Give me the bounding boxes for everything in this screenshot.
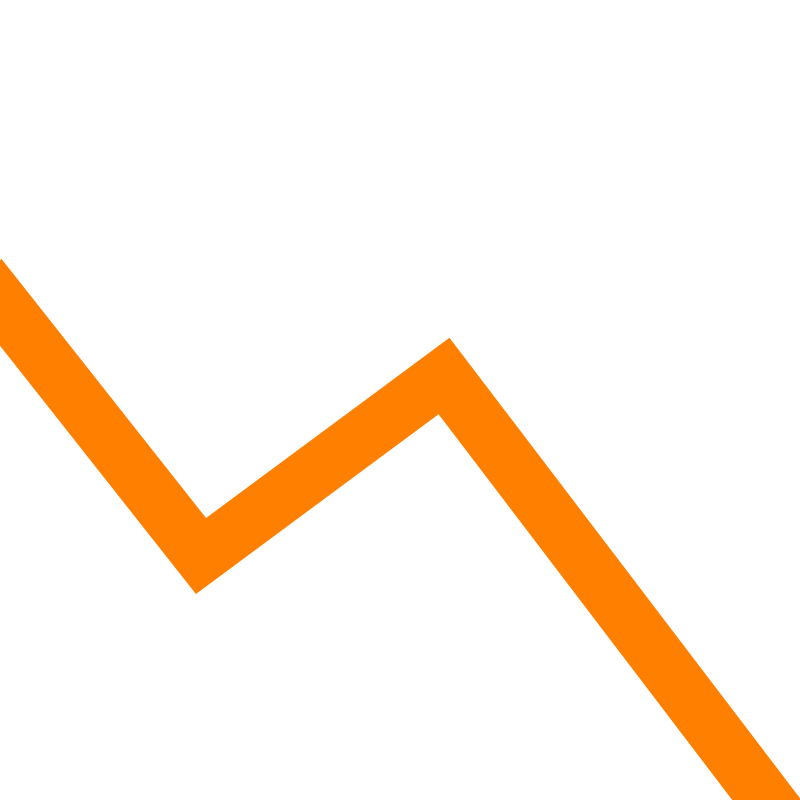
zigzag-line (0, 258, 800, 800)
